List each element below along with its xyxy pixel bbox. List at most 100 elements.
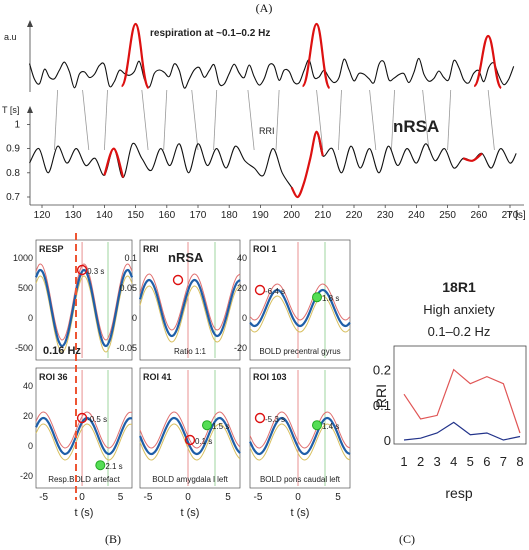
panel-c-y-tick-label: 0.1 xyxy=(373,398,391,413)
subplot-y-tick-label: 0 xyxy=(132,313,137,323)
subplot-x-label: t (s) xyxy=(291,507,310,519)
peak-lag-label: -5.3 s xyxy=(265,415,285,424)
panel-c-x-tick-label: 3 xyxy=(434,454,441,469)
link-line xyxy=(422,89,430,151)
subplot-curve xyxy=(138,416,241,456)
subplot-y-tick-label: 20 xyxy=(23,411,33,421)
link-line xyxy=(487,89,495,151)
panel-c-label: (C) xyxy=(399,532,415,546)
subplot-frame xyxy=(249,239,351,361)
link-line xyxy=(141,89,149,151)
subplot-frame xyxy=(139,367,241,489)
y-tick-label: 0.8 xyxy=(6,168,20,179)
x-tick-label: 260 xyxy=(470,210,487,221)
subplot-y-tick-label: 20 xyxy=(237,283,247,293)
y-tick-label: 0.7 xyxy=(6,192,20,203)
peak-marker-green xyxy=(95,460,106,471)
x-tick-label: 270 xyxy=(502,210,519,221)
peak-marker-red xyxy=(76,412,88,424)
panel-c-series-line xyxy=(403,368,521,434)
panel-c-x-tick-label: 7 xyxy=(500,454,507,469)
x-tick-label: 240 xyxy=(408,210,425,221)
subplot-caption: Resp.BOLD artefact xyxy=(48,475,120,484)
peak-lag-label: 0.3 s xyxy=(87,267,104,276)
subplot-frame xyxy=(249,367,351,489)
respiration-line xyxy=(28,57,515,89)
x-tick-label: 230 xyxy=(377,210,394,221)
x-tick-label: 220 xyxy=(346,210,363,221)
top-y-arrow-icon xyxy=(27,20,33,27)
link-line xyxy=(247,89,255,151)
panel-b-label: (B) xyxy=(105,532,121,546)
x-tick-label: 180 xyxy=(221,210,238,221)
peak-marker-red xyxy=(184,434,196,446)
y-tick-label: 1 xyxy=(14,119,20,130)
panel-c-x-tick-label: 5 xyxy=(467,454,474,469)
panel-c-series-line xyxy=(403,421,521,441)
subplot-curve xyxy=(34,268,134,348)
subplot-curve xyxy=(249,423,351,461)
link-line xyxy=(191,89,199,151)
respiration-peak-highlight xyxy=(120,22,150,90)
group-label: High anxiety xyxy=(423,302,495,317)
subplot-curve xyxy=(249,411,351,449)
x-unit-label: T [s] xyxy=(506,210,525,221)
subplot-y-tick-label: -500 xyxy=(15,343,33,353)
x-tick-label: 200 xyxy=(283,210,300,221)
top-ylabel: a.u xyxy=(4,32,17,42)
subplot-y-tick-label: 0.1 xyxy=(124,253,137,263)
rri-y-ticks: 1 0.9 0.8 0.7 xyxy=(6,119,30,203)
subplot-frame xyxy=(139,239,241,361)
subplot-x-tick-label: 5 xyxy=(225,492,231,503)
subplot-frame xyxy=(35,367,133,489)
panel-c-series xyxy=(403,368,521,441)
subplot-curve xyxy=(139,285,241,343)
subplot-curve xyxy=(249,295,351,333)
rri-trace xyxy=(29,130,517,199)
subplot-caption: BOLD pons caudal left xyxy=(260,475,341,484)
panel-c-x-tick-label: 1 xyxy=(400,454,407,469)
peak-marker-green xyxy=(312,420,322,431)
subplot-x-tick-label: 5 xyxy=(335,492,341,503)
y-tick-label: 0.9 xyxy=(6,144,20,155)
band-label: 0.1–0.2 Hz xyxy=(428,324,491,339)
x-tick-label: 120 xyxy=(34,210,51,221)
link-line xyxy=(213,89,218,151)
subplot-title: ROI 103 xyxy=(253,372,287,382)
subplot-roi-41: ROI 41 0.1 s1.5 s BOLD amygdala l left -5 0 5… xyxy=(138,367,241,519)
subplot-y-tick-label: 40 xyxy=(237,253,247,263)
link-line xyxy=(275,89,280,151)
peak2-lag-label: 2.1 s xyxy=(105,462,122,471)
subplot-curve xyxy=(139,273,241,331)
panel-c-x-tick-label: 4 xyxy=(450,454,457,469)
panel-c-frame xyxy=(393,345,527,445)
freq-label: 0.16 Hz xyxy=(43,345,81,357)
peak-lag-label: -0.5 s xyxy=(87,415,107,424)
respiration-peak-highlight xyxy=(473,34,503,90)
rri-label: RRI xyxy=(259,126,275,136)
rri-y-arrow-icon xyxy=(27,106,33,113)
panel-c-x-tick-label: 8 xyxy=(516,454,523,469)
panel-c-x-tick-label: 2 xyxy=(417,454,424,469)
link-line xyxy=(82,89,90,151)
panel-c-x-tick-label: 6 xyxy=(483,454,490,469)
subplot-rri: RRI 0.1 0.05 0 -0.05 Ratio 1:1 xyxy=(116,239,241,361)
x-tick-label: 170 xyxy=(190,210,207,221)
subplot-y-tick-label: 0 xyxy=(28,313,33,323)
subplot-x-label: t (s) xyxy=(75,507,94,519)
subplot-x-tick-label: 5 xyxy=(118,492,124,503)
subplot-title: ROI 41 xyxy=(143,372,172,382)
subplot-y-tick-label: 40 xyxy=(23,381,33,391)
subplot-y-tick-label: 500 xyxy=(18,283,33,293)
subplot-x-label: t (s) xyxy=(181,507,200,519)
rri-highlight-segment xyxy=(103,147,125,178)
peak2-lag-label: 1.4 s xyxy=(322,422,339,431)
subplot-y-tick-label: 0 xyxy=(28,441,33,451)
respiration-trace xyxy=(28,22,515,90)
subplot-y-tick-label: 0.05 xyxy=(119,283,137,293)
subplot-x-tick-label: 0 xyxy=(79,492,85,503)
subplot-x-tick-label: 0 xyxy=(185,492,191,503)
subplot-curve xyxy=(35,416,133,456)
